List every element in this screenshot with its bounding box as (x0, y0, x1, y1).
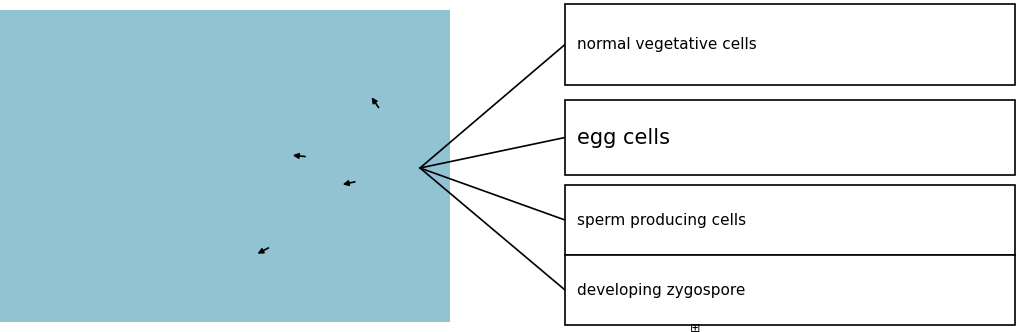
Bar (565, 100, 1015, 175)
Bar (565, 255, 1015, 325)
Bar (565, 185, 1015, 255)
Text: egg cells: egg cells (577, 127, 670, 147)
Bar (565, 4, 1015, 85)
Text: normal vegetative cells: normal vegetative cells (577, 37, 757, 52)
Text: sperm producing cells: sperm producing cells (577, 212, 746, 227)
Text: ⊞: ⊞ (690, 321, 700, 332)
Text: developing zygospore: developing zygospore (577, 283, 745, 297)
